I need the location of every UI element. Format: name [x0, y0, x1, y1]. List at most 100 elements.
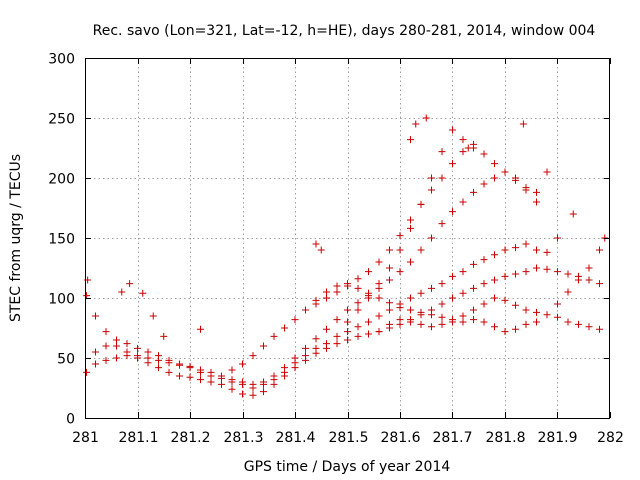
data-point	[449, 208, 456, 216]
data-point	[270, 372, 278, 380]
data-point	[596, 280, 603, 288]
data-point	[113, 336, 120, 344]
data-point	[533, 308, 540, 316]
data-point	[323, 288, 330, 296]
data-point	[323, 294, 330, 302]
y-tick-label: 150	[48, 232, 75, 248]
data-point	[554, 268, 561, 276]
data-point	[575, 320, 582, 328]
data-point	[428, 306, 435, 314]
data-point	[575, 276, 582, 284]
data-point	[554, 313, 561, 321]
data-point	[396, 304, 404, 312]
data-point	[459, 136, 467, 144]
data-point	[302, 352, 309, 360]
data-point	[491, 276, 498, 284]
data-point	[92, 348, 99, 356]
data-point	[375, 328, 383, 336]
data-point	[365, 268, 372, 276]
data-point	[333, 332, 341, 340]
data-point	[344, 318, 351, 326]
data-point	[160, 332, 168, 340]
data-point	[428, 234, 435, 242]
data-point	[354, 284, 362, 292]
data-point	[197, 366, 204, 374]
data-point	[260, 342, 267, 350]
data-point	[344, 282, 351, 290]
data-point	[239, 360, 246, 368]
data-point	[218, 380, 225, 388]
data-point	[491, 294, 498, 302]
x-tick-label: 282	[597, 430, 624, 446]
data-point	[333, 340, 341, 348]
data-point	[354, 323, 362, 331]
data-point	[407, 316, 414, 324]
data-point	[407, 224, 414, 232]
data-point	[83, 292, 91, 300]
data-point	[126, 280, 134, 288]
x-tick-label: 281.5	[328, 430, 368, 446]
data-point	[512, 244, 519, 252]
y-axis-label: STEC from uqrg / TECUs	[8, 154, 24, 322]
data-point	[365, 318, 372, 326]
data-point	[92, 360, 99, 368]
data-point	[412, 120, 420, 128]
x-tick-label: 281.4	[275, 430, 315, 446]
data-point	[564, 288, 572, 296]
data-point	[533, 318, 540, 326]
data-point	[464, 144, 472, 152]
data-point	[554, 234, 561, 242]
data-point	[438, 313, 446, 321]
data-point	[323, 340, 330, 348]
data-point	[375, 258, 383, 266]
data-point	[417, 289, 425, 297]
data-point	[543, 248, 551, 256]
data-point	[585, 323, 593, 331]
data-point	[207, 368, 215, 376]
data-point	[438, 174, 446, 182]
data-point	[260, 388, 267, 396]
data-point	[422, 114, 430, 122]
data-point	[417, 246, 425, 254]
data-point	[596, 325, 603, 333]
x-tick-label: 281.3	[223, 430, 263, 446]
data-point	[407, 294, 414, 302]
data-point	[480, 150, 488, 158]
data-point	[312, 335, 320, 343]
data-point	[470, 316, 477, 324]
y-tick-label: 250	[48, 112, 75, 128]
data-point	[438, 148, 446, 156]
data-point	[480, 180, 488, 188]
data-point	[197, 376, 204, 384]
grid	[85, 58, 610, 418]
data-point	[501, 272, 509, 280]
data-point	[428, 186, 435, 194]
data-point	[407, 306, 414, 314]
data-point	[317, 246, 325, 254]
data-point	[501, 328, 509, 336]
data-point	[569, 210, 577, 218]
data-point	[470, 306, 477, 314]
data-point	[459, 312, 467, 320]
data-point	[207, 378, 215, 386]
data-point	[197, 325, 204, 333]
data-point	[291, 354, 299, 362]
data-point	[281, 364, 288, 372]
data-point	[375, 294, 383, 302]
data-point	[417, 311, 425, 319]
data-point	[144, 348, 152, 356]
data-point	[596, 246, 603, 254]
data-point	[386, 306, 393, 314]
data-point	[239, 378, 246, 386]
data-point	[386, 264, 393, 272]
data-point	[302, 344, 309, 352]
data-point	[149, 312, 157, 320]
data-point	[501, 168, 509, 176]
data-point	[312, 344, 320, 352]
data-point	[333, 316, 341, 324]
data-point	[83, 368, 91, 376]
data-point	[386, 324, 393, 332]
data-point	[417, 200, 425, 208]
data-point	[533, 246, 540, 254]
data-point	[533, 188, 540, 196]
